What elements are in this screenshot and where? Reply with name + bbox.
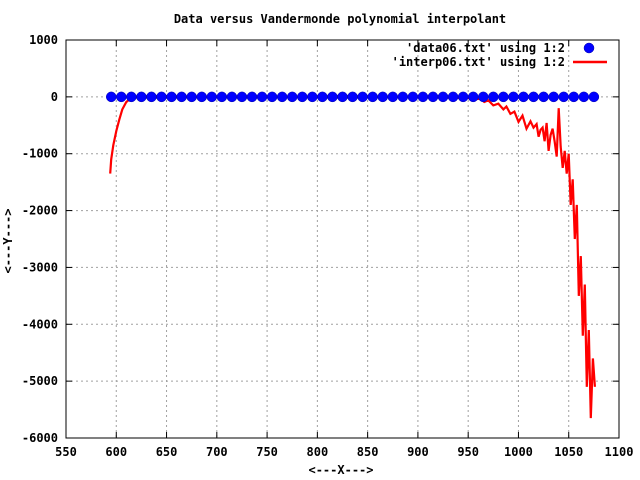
- x-tick-label: 1000: [504, 445, 533, 459]
- data-point: [447, 91, 459, 103]
- data-point: [387, 91, 399, 103]
- x-tick-label: 1100: [605, 445, 634, 459]
- data-point: [347, 91, 358, 103]
- data-point: [367, 91, 378, 103]
- y-tick-label: -1000: [22, 147, 58, 161]
- data-point: [558, 91, 569, 103]
- y-axis-label: <---Y--->: [1, 208, 15, 273]
- data-point: [377, 91, 388, 103]
- legend: 'data06.txt' using 1:2'interp06.txt' usi…: [392, 41, 607, 69]
- data-point: [427, 91, 439, 103]
- data-point: [578, 91, 590, 103]
- data-point: [357, 91, 368, 103]
- data-point: [437, 91, 449, 103]
- data-point: [196, 91, 207, 103]
- y-tick-label: -2000: [22, 204, 58, 218]
- data-point: [126, 91, 137, 103]
- data-point: [568, 91, 580, 103]
- data-point: [116, 91, 127, 103]
- data-point: [548, 91, 559, 103]
- chart-title: Data versus Vandermonde polynomial inter…: [174, 12, 506, 26]
- data-point: [307, 91, 318, 103]
- data-point: [467, 91, 479, 103]
- data-point: [327, 91, 338, 103]
- axis-ticks: 550 600 650 700 750 800 850 900 950 1000 1050 1100 1…: [22, 33, 634, 459]
- x-tick-label: 650: [156, 445, 178, 459]
- legend-label-interp: 'interp06.txt' using 1:2: [392, 55, 565, 69]
- y-tick-label: -5000: [22, 374, 58, 388]
- x-tick-label: 850: [357, 445, 379, 459]
- data-point: [206, 91, 218, 103]
- x-axis-label: <---X--->: [308, 463, 373, 477]
- data-point: [417, 91, 429, 103]
- data-point: [266, 91, 278, 103]
- data-point: [518, 91, 529, 103]
- y-tick-label: 0: [51, 90, 58, 104]
- data-point: [317, 91, 328, 103]
- data-point: [286, 91, 298, 103]
- x-tick-label: 1050: [554, 445, 583, 459]
- grid: [66, 40, 619, 438]
- data-point: [166, 91, 177, 103]
- data-point: [538, 91, 549, 103]
- x-tick-label: 700: [206, 445, 228, 459]
- data-point: [297, 91, 308, 103]
- x-tick-label: 800: [307, 445, 329, 459]
- data-point: [216, 91, 228, 103]
- data-point: [276, 91, 288, 103]
- legend-marker-data: [583, 42, 595, 54]
- series-interp-line: [109, 95, 596, 419]
- data-point: [588, 91, 600, 103]
- data-point: [236, 91, 248, 103]
- legend-label-data: 'data06.txt' using 1:2: [406, 41, 565, 55]
- y-tick-label: -3000: [22, 260, 58, 274]
- data-point: [508, 91, 519, 103]
- data-point: [488, 91, 499, 103]
- x-tick-label: 600: [105, 445, 127, 459]
- plot-frame: [65, 39, 620, 439]
- x-tick-label: 950: [457, 445, 479, 459]
- data-point: [186, 91, 197, 103]
- x-tick-label: 750: [256, 445, 278, 459]
- x-tick-label: 550: [55, 445, 77, 459]
- data-point: [226, 91, 238, 103]
- y-tick-label: -6000: [22, 431, 58, 445]
- data-point: [337, 91, 348, 103]
- data-point: [146, 91, 157, 103]
- data-point: [156, 91, 167, 103]
- data-point: [256, 91, 268, 103]
- x-tick-label: 900: [407, 445, 429, 459]
- data-point: [407, 91, 419, 103]
- data-point: [105, 91, 117, 103]
- data-point: [478, 91, 489, 103]
- data-point: [498, 91, 509, 103]
- data-point: [136, 91, 147, 103]
- data-point: [246, 91, 258, 103]
- y-tick-label: -4000: [22, 317, 58, 331]
- plot-area: [105, 91, 600, 419]
- data-point: [176, 91, 187, 103]
- data-point: [397, 91, 409, 103]
- y-tick-label: 1000: [29, 33, 58, 47]
- data-point: [457, 91, 469, 103]
- data-point: [528, 91, 539, 103]
